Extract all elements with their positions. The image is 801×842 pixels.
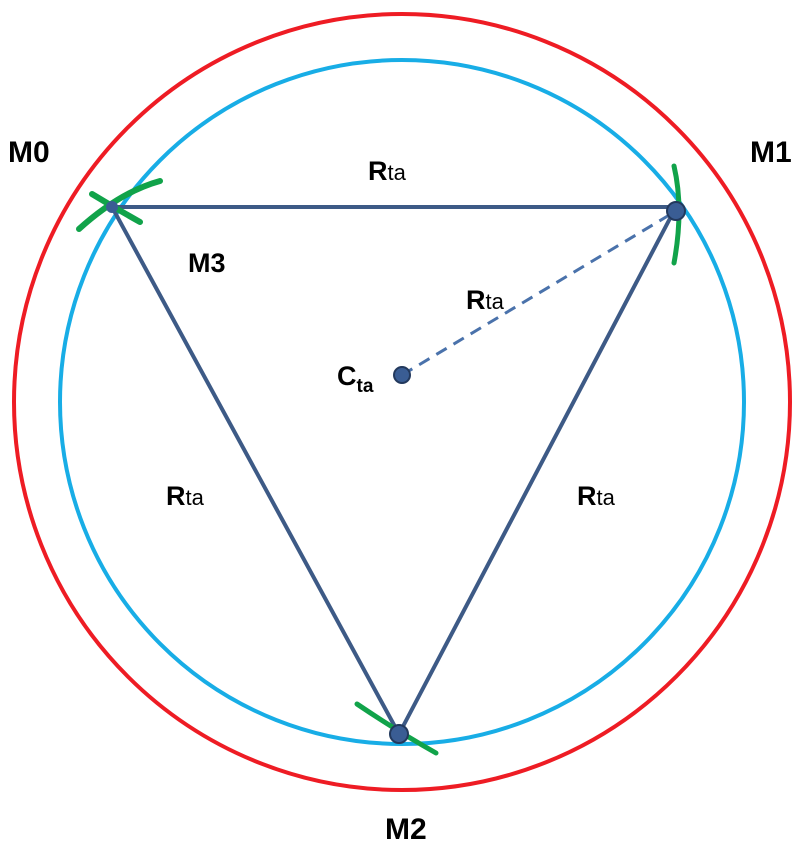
label-m0: M0 bbox=[8, 136, 50, 169]
arc-mark-m0-a bbox=[76, 178, 163, 232]
triangle-side-m1-m2 bbox=[397, 206, 678, 735]
label-radius-left: Rta bbox=[166, 481, 205, 511]
vertex-dot-m1 bbox=[666, 201, 686, 221]
radius-sub-text: ta bbox=[486, 289, 505, 314]
center-sub-text: ta bbox=[357, 376, 374, 397]
center-dot bbox=[393, 366, 411, 384]
triangle-side-m0-m2 bbox=[110, 206, 401, 735]
label-center: Cta bbox=[337, 361, 374, 397]
label-m3: M3 bbox=[188, 248, 226, 278]
label-radius-dashed: Rta bbox=[466, 285, 505, 315]
label-radius-top: Rta bbox=[368, 156, 407, 186]
center-main-text: C bbox=[337, 361, 357, 391]
radius-sub-text: ta bbox=[186, 485, 205, 510]
vertex-dot-m0 bbox=[106, 201, 118, 213]
label-m2: M2 bbox=[385, 813, 427, 842]
label-m1: M1 bbox=[750, 136, 792, 169]
radius-main-text: R bbox=[368, 156, 388, 186]
radius-sub-text: ta bbox=[597, 485, 616, 510]
label-radius-right: Rta bbox=[577, 481, 616, 511]
inner-circle bbox=[58, 58, 746, 746]
radius-main-text: R bbox=[466, 285, 486, 315]
radius-sub-text: ta bbox=[388, 160, 407, 185]
outer-circle bbox=[12, 12, 792, 792]
vertex-dot-m2 bbox=[389, 724, 409, 744]
radius-main-text: R bbox=[577, 481, 597, 511]
radius-main-text: R bbox=[166, 481, 186, 511]
dashed-radius bbox=[401, 209, 677, 377]
